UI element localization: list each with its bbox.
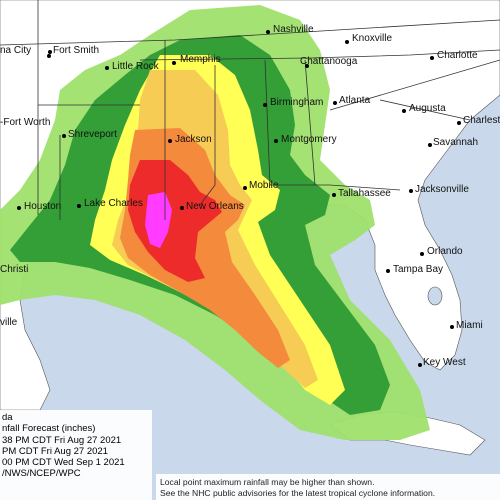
city-label-lake-charles: Lake Charles — [84, 198, 143, 209]
city-label-houston: Houston — [24, 201, 62, 212]
city-dot — [263, 103, 267, 107]
city-dot — [420, 252, 424, 256]
city-label-nashville: Nashville — [273, 24, 314, 35]
city-label-savannah: Savannah — [433, 137, 479, 148]
city-label-chattanooga: Chattanooga — [300, 56, 358, 67]
product-title: nfall Forecast (inches) — [2, 423, 96, 435]
city-dot — [180, 206, 184, 210]
city-dot — [345, 40, 349, 44]
source: /NWS/NCEP/WPC — [2, 468, 81, 480]
rainfall-bands — [0, 5, 430, 440]
city-label-jackson: Jackson — [175, 134, 212, 145]
city-label-miami: Miami — [456, 320, 483, 331]
city-dot — [457, 121, 461, 125]
city-dot — [333, 101, 337, 105]
disclaimer-line-2: See the NHC public advisories for the la… — [160, 487, 436, 498]
city-dot — [409, 189, 413, 193]
city-dot — [62, 134, 66, 138]
city-label-little-rock: Little Rock — [112, 61, 159, 72]
forecast-info-panel: da nfall Forecast (inches) 38 PM CDT Fri… — [0, 410, 152, 500]
city-label-new-orleans: New Orleans — [186, 201, 244, 212]
city-dot — [450, 325, 454, 329]
city-label-brownsville: ville — [0, 317, 18, 328]
city-label-montgomery: Montgomery — [281, 134, 337, 145]
city-dot — [17, 206, 21, 210]
city-label-tallahassee: Tallahassee — [338, 188, 391, 199]
city-dot — [428, 143, 432, 147]
city-dot — [266, 30, 270, 34]
city-label-oklahoma-city: na City — [0, 45, 32, 56]
city-dot — [386, 269, 390, 273]
city-dot — [402, 109, 406, 113]
city-dot — [305, 64, 309, 68]
city-label-key-west: Key West — [423, 357, 466, 368]
city-label-birmingham: Birmingham — [270, 97, 324, 108]
city-dot — [168, 139, 172, 143]
city-label-tampa-bay: Tampa Bay — [393, 264, 444, 275]
city-label-augusta: Augusta — [409, 103, 446, 114]
issued-time: 38 PM CDT Fri Aug 27 2021 — [2, 434, 122, 446]
state-borders — [0, 0, 500, 220]
lake-okeechobee — [427, 286, 443, 306]
city-dot — [243, 186, 247, 190]
city-label-charleston: Charleston — [463, 115, 500, 126]
storm-name: da — [2, 412, 13, 423]
disclaimer-line-1: Local point maximum rainfall may be high… — [160, 477, 375, 487]
disclaimer-note: Local point maximum rainfall may be high… — [156, 474, 500, 500]
city-label-atlanta: Atlanta — [339, 95, 371, 106]
city-label-knoxville: Knoxville — [352, 33, 393, 44]
city-dot — [332, 193, 336, 197]
city-dot — [105, 66, 109, 70]
city-label-shreveport: Shreveport — [68, 129, 117, 140]
city-dot — [430, 56, 434, 60]
city-label-charlotte: Charlotte — [437, 50, 478, 61]
city-label-orlando: Orlando — [427, 246, 463, 257]
city-dot — [48, 50, 52, 54]
city-label-corpus-christi: Christi — [0, 264, 29, 275]
city-label-fort-smith: Fort Smith — [53, 45, 100, 56]
city-dot — [47, 54, 51, 58]
city-dot — [77, 204, 81, 208]
city-dot — [274, 139, 278, 143]
city-label-jacksonville: Jacksonville — [415, 184, 469, 195]
rainfall-band-6 — [128, 160, 222, 282]
city-dot — [172, 61, 176, 65]
city-label-mobile: Mobile — [249, 180, 279, 191]
city-label-fort-worth: -Fort Worth — [0, 117, 51, 128]
city-label-memphis: Memphis — [180, 54, 221, 65]
valid-end: 00 PM CDT Wed Sep 1 2021 — [2, 457, 125, 469]
city-dot — [418, 363, 422, 367]
valid-start: PM CDT Fri Aug 27 2021 — [2, 445, 108, 457]
